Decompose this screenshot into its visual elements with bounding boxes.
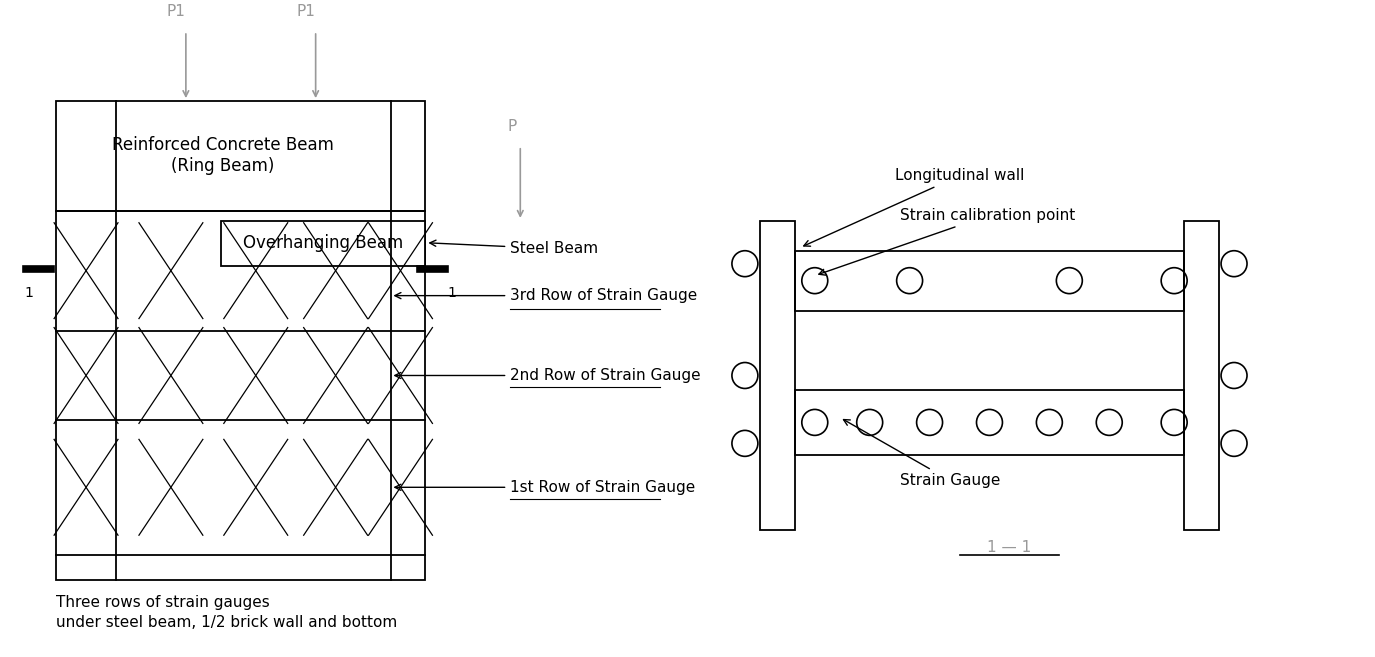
Bar [56, 101, 425, 211]
Text: 2nd Row of Strain Gauge: 2nd Row of Strain Gauge [395, 368, 701, 383]
Bar [1184, 221, 1220, 530]
Text: Longitudinal wall: Longitudinal wall [804, 168, 1024, 246]
Bar [795, 390, 1184, 455]
Text: 1 — 1: 1 — 1 [987, 540, 1031, 555]
Text: Overhanging Beam: Overhanging Beam [242, 234, 403, 252]
Text: P: P [507, 119, 517, 134]
Text: Reinforced Concrete Beam
(Ring Beam): Reinforced Concrete Beam (Ring Beam) [111, 137, 334, 175]
Text: under steel beam, 1/2 brick wall and bottom: under steel beam, 1/2 brick wall and bot… [56, 615, 397, 630]
Bar [795, 251, 1184, 311]
Text: P1: P1 [296, 4, 315, 19]
Text: Three rows of strain gauges: Three rows of strain gauges [56, 595, 270, 610]
Bar [760, 221, 795, 530]
Text: 3rd Row of Strain Gauge: 3rd Row of Strain Gauge [395, 288, 697, 303]
Text: 1: 1 [25, 286, 33, 300]
Text: 1st Row of Strain Gauge: 1st Row of Strain Gauge [395, 480, 696, 495]
Text: Steel Beam: Steel Beam [430, 240, 598, 256]
Bar [221, 221, 425, 265]
Text: Strain calibration point: Strain calibration point [820, 208, 1075, 275]
Text: Strain Gauge: Strain Gauge [843, 420, 1000, 487]
Text: P1: P1 [166, 4, 186, 19]
Text: 1: 1 [447, 286, 456, 300]
Bar [56, 211, 425, 580]
